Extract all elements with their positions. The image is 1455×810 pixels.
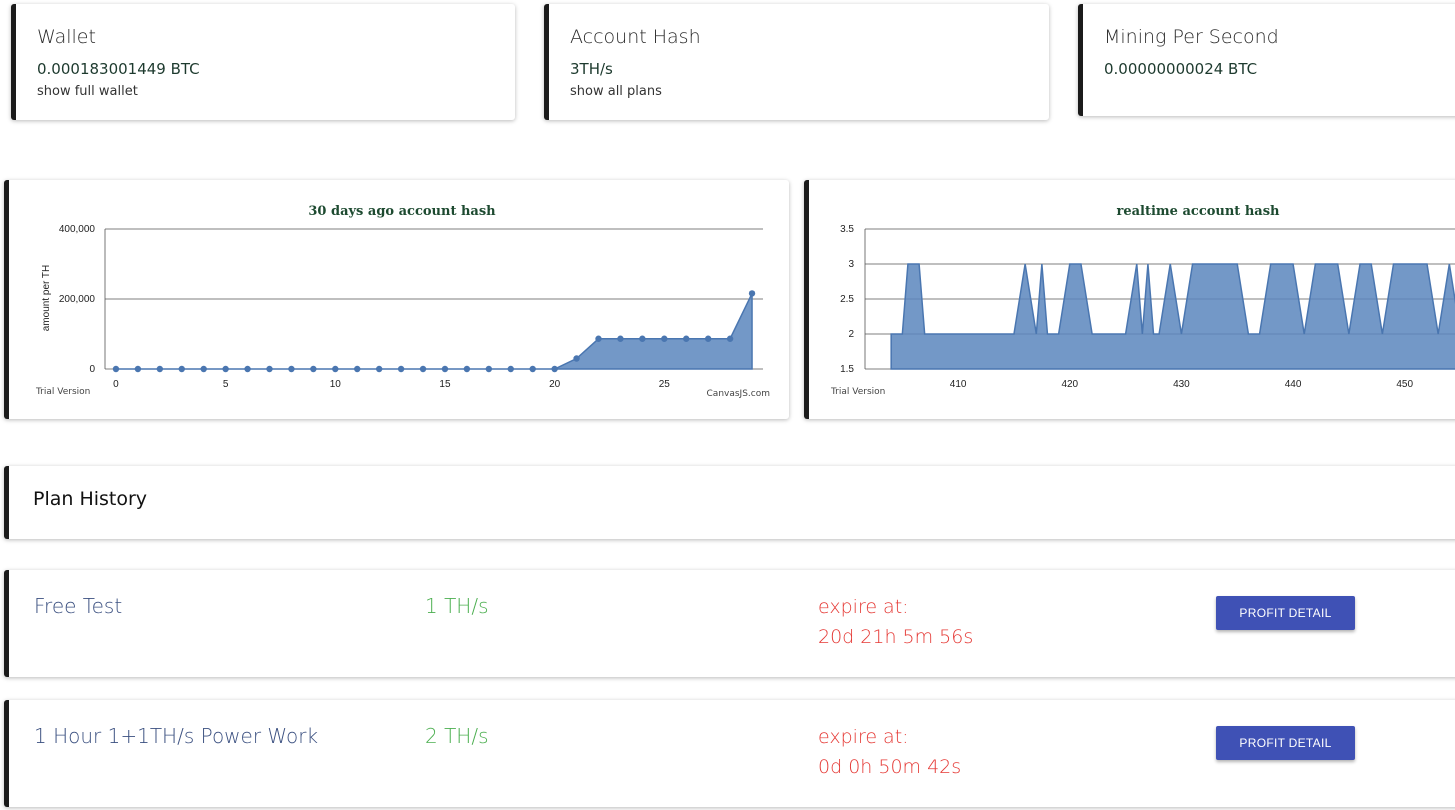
mining-per-second-title: Mining Per Second xyxy=(1104,26,1279,48)
data-point xyxy=(704,335,712,342)
plan-rate: 2 TH/s xyxy=(425,724,489,748)
y-tick-label: 2.5 xyxy=(840,294,854,305)
data-point xyxy=(529,365,536,373)
data-point xyxy=(310,365,317,373)
plan-expire-label: expire at: xyxy=(818,596,909,618)
realtime-chart-title: realtime account hash xyxy=(1117,204,1281,219)
x-tick-label: 20 xyxy=(549,379,561,390)
x-tick-label: 450 xyxy=(1396,379,1413,390)
account-hash-title: Account Hash xyxy=(570,26,701,48)
plan-rate: 1 TH/s xyxy=(425,594,489,618)
data-point xyxy=(463,365,471,373)
data-point xyxy=(661,335,668,342)
plan-name: 1 Hour 1+1TH/s Power Work xyxy=(34,724,319,748)
plan-row: 1 Hour 1+1TH/s Power Work 2 TH/s expire … xyxy=(4,700,1455,807)
x-tick-label: 0 xyxy=(113,379,119,390)
mining-per-second-card: Mining Per Second 0.00000000024 BTC xyxy=(1078,4,1455,116)
x-tick-label: 420 xyxy=(1061,379,1078,390)
data-point xyxy=(441,365,449,373)
wallet-title: Wallet xyxy=(37,26,96,48)
wallet-card: Wallet 0.000183001449 BTC show full wall… xyxy=(11,4,515,120)
x-tick-label: 10 xyxy=(330,379,342,390)
data-point xyxy=(748,290,756,297)
data-point xyxy=(178,365,185,373)
x-tick-label: 25 xyxy=(659,379,671,390)
data-point xyxy=(551,365,558,373)
plan-expire-countdown: 0d 0h 50m 42s xyxy=(818,756,962,778)
data-point xyxy=(134,365,142,373)
profit-detail-button[interactable]: PROFIT DETAIL xyxy=(1216,596,1355,630)
mining-per-second-value: 0.00000000024 BTC xyxy=(1104,60,1258,78)
plan-history-header: Plan History xyxy=(4,466,1455,539)
data-point xyxy=(573,355,580,362)
plan-name: Free Test xyxy=(34,594,123,618)
show-all-plans-link[interactable]: show all plans xyxy=(570,84,662,99)
data-point xyxy=(726,335,734,342)
realtime-area-series xyxy=(890,263,1455,370)
data-point xyxy=(507,365,514,373)
data-point xyxy=(683,335,690,342)
plan-history-title: Plan History xyxy=(33,488,148,510)
history-chart-title: 30 days ago account hash xyxy=(308,204,496,219)
profit-detail-button[interactable]: PROFIT DETAIL xyxy=(1216,726,1355,760)
data-point xyxy=(485,365,493,373)
data-point xyxy=(112,365,120,373)
data-point xyxy=(617,335,624,342)
trial-version-label: Trial Version xyxy=(35,387,90,397)
data-point xyxy=(595,335,602,342)
show-full-wallet-link[interactable]: show full wallet xyxy=(37,84,138,99)
data-point xyxy=(375,365,383,373)
history-chart-card: 30 days ago account hash 400,000 200,000… xyxy=(4,180,789,419)
data-point xyxy=(419,365,427,373)
history-chart: 30 days ago account hash 400,000 200,000… xyxy=(35,204,770,399)
plan-row: Free Test 1 TH/s expire at: 20d 21h 5m 5… xyxy=(4,570,1455,677)
x-tick-label: 5 xyxy=(223,379,229,390)
wallet-value: 0.000183001449 BTC xyxy=(37,60,200,78)
y-tick-label: 3 xyxy=(848,259,854,270)
y-tick-label: 1.5 xyxy=(840,364,854,375)
y-tick-label: 3.5 xyxy=(840,224,854,235)
data-point xyxy=(244,365,251,373)
y-tick-label: 2 xyxy=(848,329,854,340)
data-point xyxy=(288,365,295,373)
account-hash-card: Account Hash 3TH/s show all plans xyxy=(544,4,1049,120)
realtime-chart-card: realtime account hash 1.5 2 2.5 3 3.5 410 420… xyxy=(804,180,1455,419)
data-point xyxy=(354,365,361,373)
canvasjs-credit-link[interactable]: CanvasJS.com xyxy=(707,389,770,399)
data-point xyxy=(222,365,229,373)
y-tick-label: 200,000 xyxy=(59,294,96,305)
history-area-series xyxy=(115,293,753,370)
data-point xyxy=(397,365,405,373)
data-point xyxy=(639,335,646,342)
x-tick-label: 410 xyxy=(950,379,967,390)
history-y-axis-label: amount per TH xyxy=(41,265,52,332)
x-tick-label: 440 xyxy=(1285,379,1302,390)
data-point xyxy=(266,365,273,373)
data-point xyxy=(200,365,207,373)
data-point xyxy=(332,365,339,373)
y-tick-label: 400,000 xyxy=(59,224,96,235)
account-hash-value: 3TH/s xyxy=(570,60,613,78)
y-tick-label: 0 xyxy=(89,364,95,375)
realtime-chart: realtime account hash 1.5 2 2.5 3 3.5 410 420… xyxy=(830,204,1455,397)
plan-expire-countdown: 20d 21h 5m 56s xyxy=(818,626,974,648)
plan-expire-label: expire at: xyxy=(818,726,909,748)
x-tick-label: 15 xyxy=(439,379,451,390)
trial-version-label: Trial Version xyxy=(830,387,885,397)
x-tick-label: 430 xyxy=(1173,379,1190,390)
data-point xyxy=(156,365,164,373)
